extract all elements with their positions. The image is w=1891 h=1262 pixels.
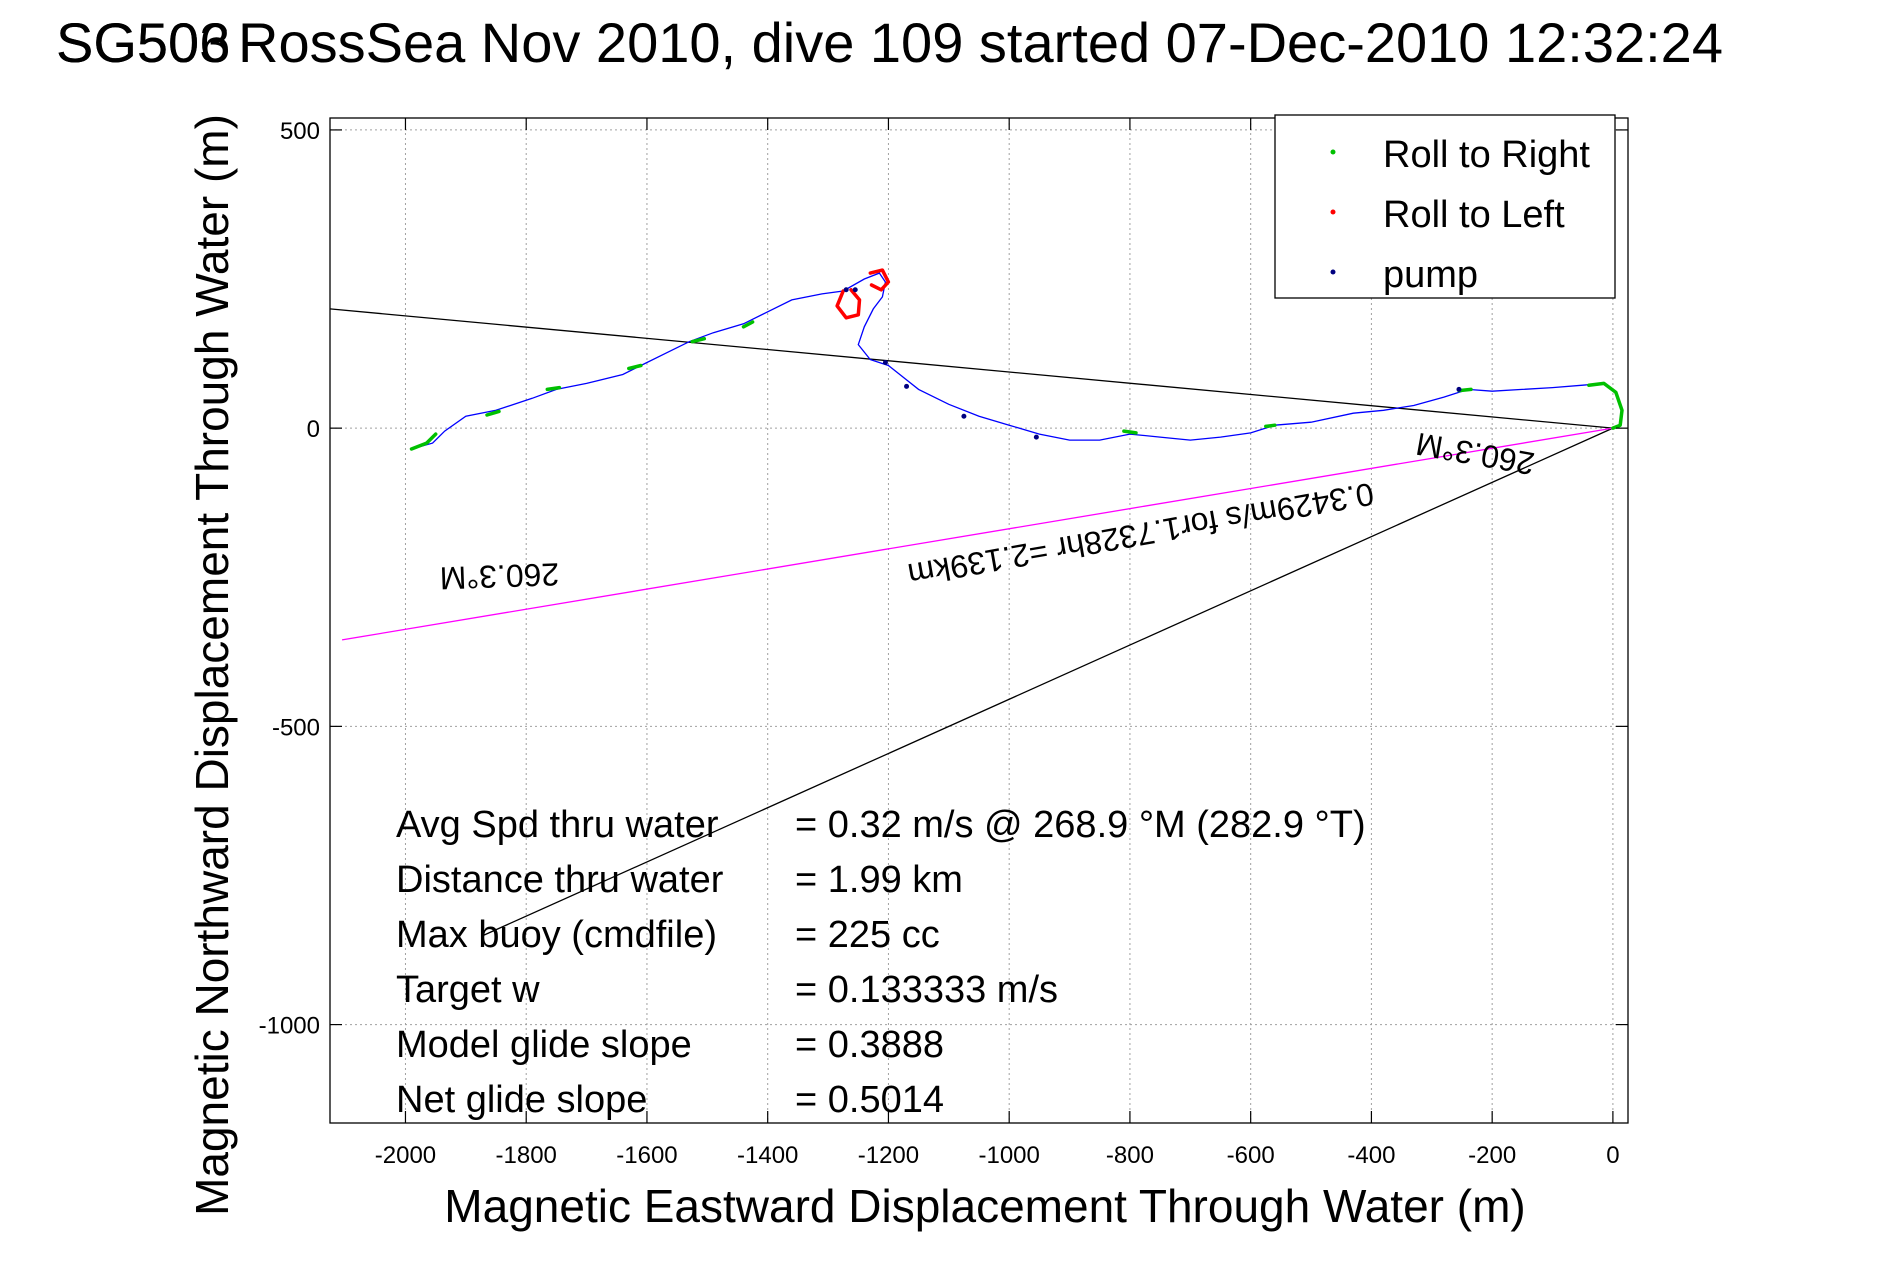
- stat-value: = 0.5014: [795, 1079, 944, 1121]
- pump-point: [961, 413, 967, 419]
- roll-right-segment: [627, 363, 643, 371]
- x-tick-label: -800: [1106, 1142, 1154, 1169]
- x-tick-label: -1200: [858, 1142, 919, 1169]
- legend-marker: [1330, 209, 1336, 215]
- x-axis-label: Magnetic Eastward Displacement Through W…: [444, 1180, 1525, 1232]
- x-tick-label: -1800: [496, 1142, 557, 1169]
- black-line-2: [483, 427, 1614, 936]
- stat-value: = 0.133333 m/s: [795, 969, 1058, 1011]
- x-tick-label: -200: [1468, 1142, 1516, 1169]
- roll-right-segment: [1587, 381, 1624, 430]
- y-tick-label: -500: [272, 714, 320, 741]
- chart-title: SG503 SG506 RossSea Nov 2010, dive 109 s…: [56, 11, 1723, 74]
- legend: Roll to Right Roll to Left pump: [1274, 114, 1616, 299]
- y-tick-label: 500: [280, 118, 320, 145]
- stat-label: Target w: [396, 969, 540, 1011]
- title-part-a: SG503: [56, 11, 230, 74]
- stat-value: = 0.32 m/s @ 268.9 °M (282.9 °T): [795, 804, 1366, 846]
- track-layer: [409, 268, 1624, 451]
- y-axis-label: Magnetic Northward Displacement Through …: [186, 114, 238, 1216]
- y-tick-label: 0: [307, 416, 320, 443]
- legend-label: Roll to Right: [1383, 134, 1590, 176]
- stat-label: Max buoy (cmdfile): [396, 914, 717, 956]
- pump-point: [1456, 386, 1462, 392]
- x-tick-label: -600: [1227, 1142, 1275, 1169]
- legend-marker: [1330, 149, 1336, 155]
- roll-right-segment: [409, 432, 438, 451]
- stats-block: Avg Spd thru water = 0.32 m/s @ 268.9 °M …: [396, 804, 1366, 1121]
- legend-marker: [1330, 269, 1336, 275]
- x-tick-label: -1000: [978, 1142, 1039, 1169]
- stat-label: Model glide slope: [396, 1024, 692, 1066]
- magenta-line: [341, 427, 1614, 641]
- plot-frame: [329, 117, 1629, 1124]
- pump-point: [843, 287, 849, 293]
- roll-right-segment: [545, 385, 562, 392]
- roll-right-segment: [741, 320, 755, 329]
- legend-label: pump: [1383, 254, 1478, 296]
- title-rest: RossSea Nov 2010, dive 109 started 07-De…: [238, 11, 1723, 74]
- axes: -2000 -1800 -1600 -1400 -1200 -1000 -800 -600 -4…: [259, 117, 1629, 1169]
- pump-point: [1033, 434, 1039, 440]
- x-tick-label: -1400: [737, 1142, 798, 1169]
- pump-point: [882, 360, 888, 366]
- roll-right-segment: [1264, 423, 1277, 429]
- y-tick-label: -1000: [259, 1013, 320, 1040]
- roll-right-segment: [1122, 429, 1138, 435]
- stat-label: Distance thru water: [396, 859, 724, 901]
- roll-right-segment: [690, 336, 707, 344]
- x-tick-label: 0: [1606, 1142, 1619, 1169]
- stat-value: = 1.99 km: [795, 859, 963, 901]
- roll-left-segment: [835, 288, 862, 320]
- stat-value: = 0.3888: [795, 1024, 944, 1066]
- x-tick-label: -400: [1347, 1142, 1395, 1169]
- stat-label: Avg Spd thru water: [396, 804, 719, 846]
- roll-left-segment: [868, 268, 891, 292]
- legend-label: Roll to Left: [1383, 194, 1565, 236]
- pump-point: [852, 287, 858, 293]
- stat-label: Net glide slope: [396, 1079, 647, 1121]
- pump-point: [904, 383, 910, 389]
- x-tick-label: -2000: [375, 1142, 436, 1169]
- stat-value: = 225 cc: [795, 914, 940, 956]
- x-tick-label: -1600: [616, 1142, 677, 1169]
- legend-box: [1274, 114, 1616, 299]
- title-part-b: SG506: [56, 11, 230, 74]
- roll-right-segment: [485, 409, 501, 417]
- direction-annotation: 260.3°M: [439, 556, 560, 596]
